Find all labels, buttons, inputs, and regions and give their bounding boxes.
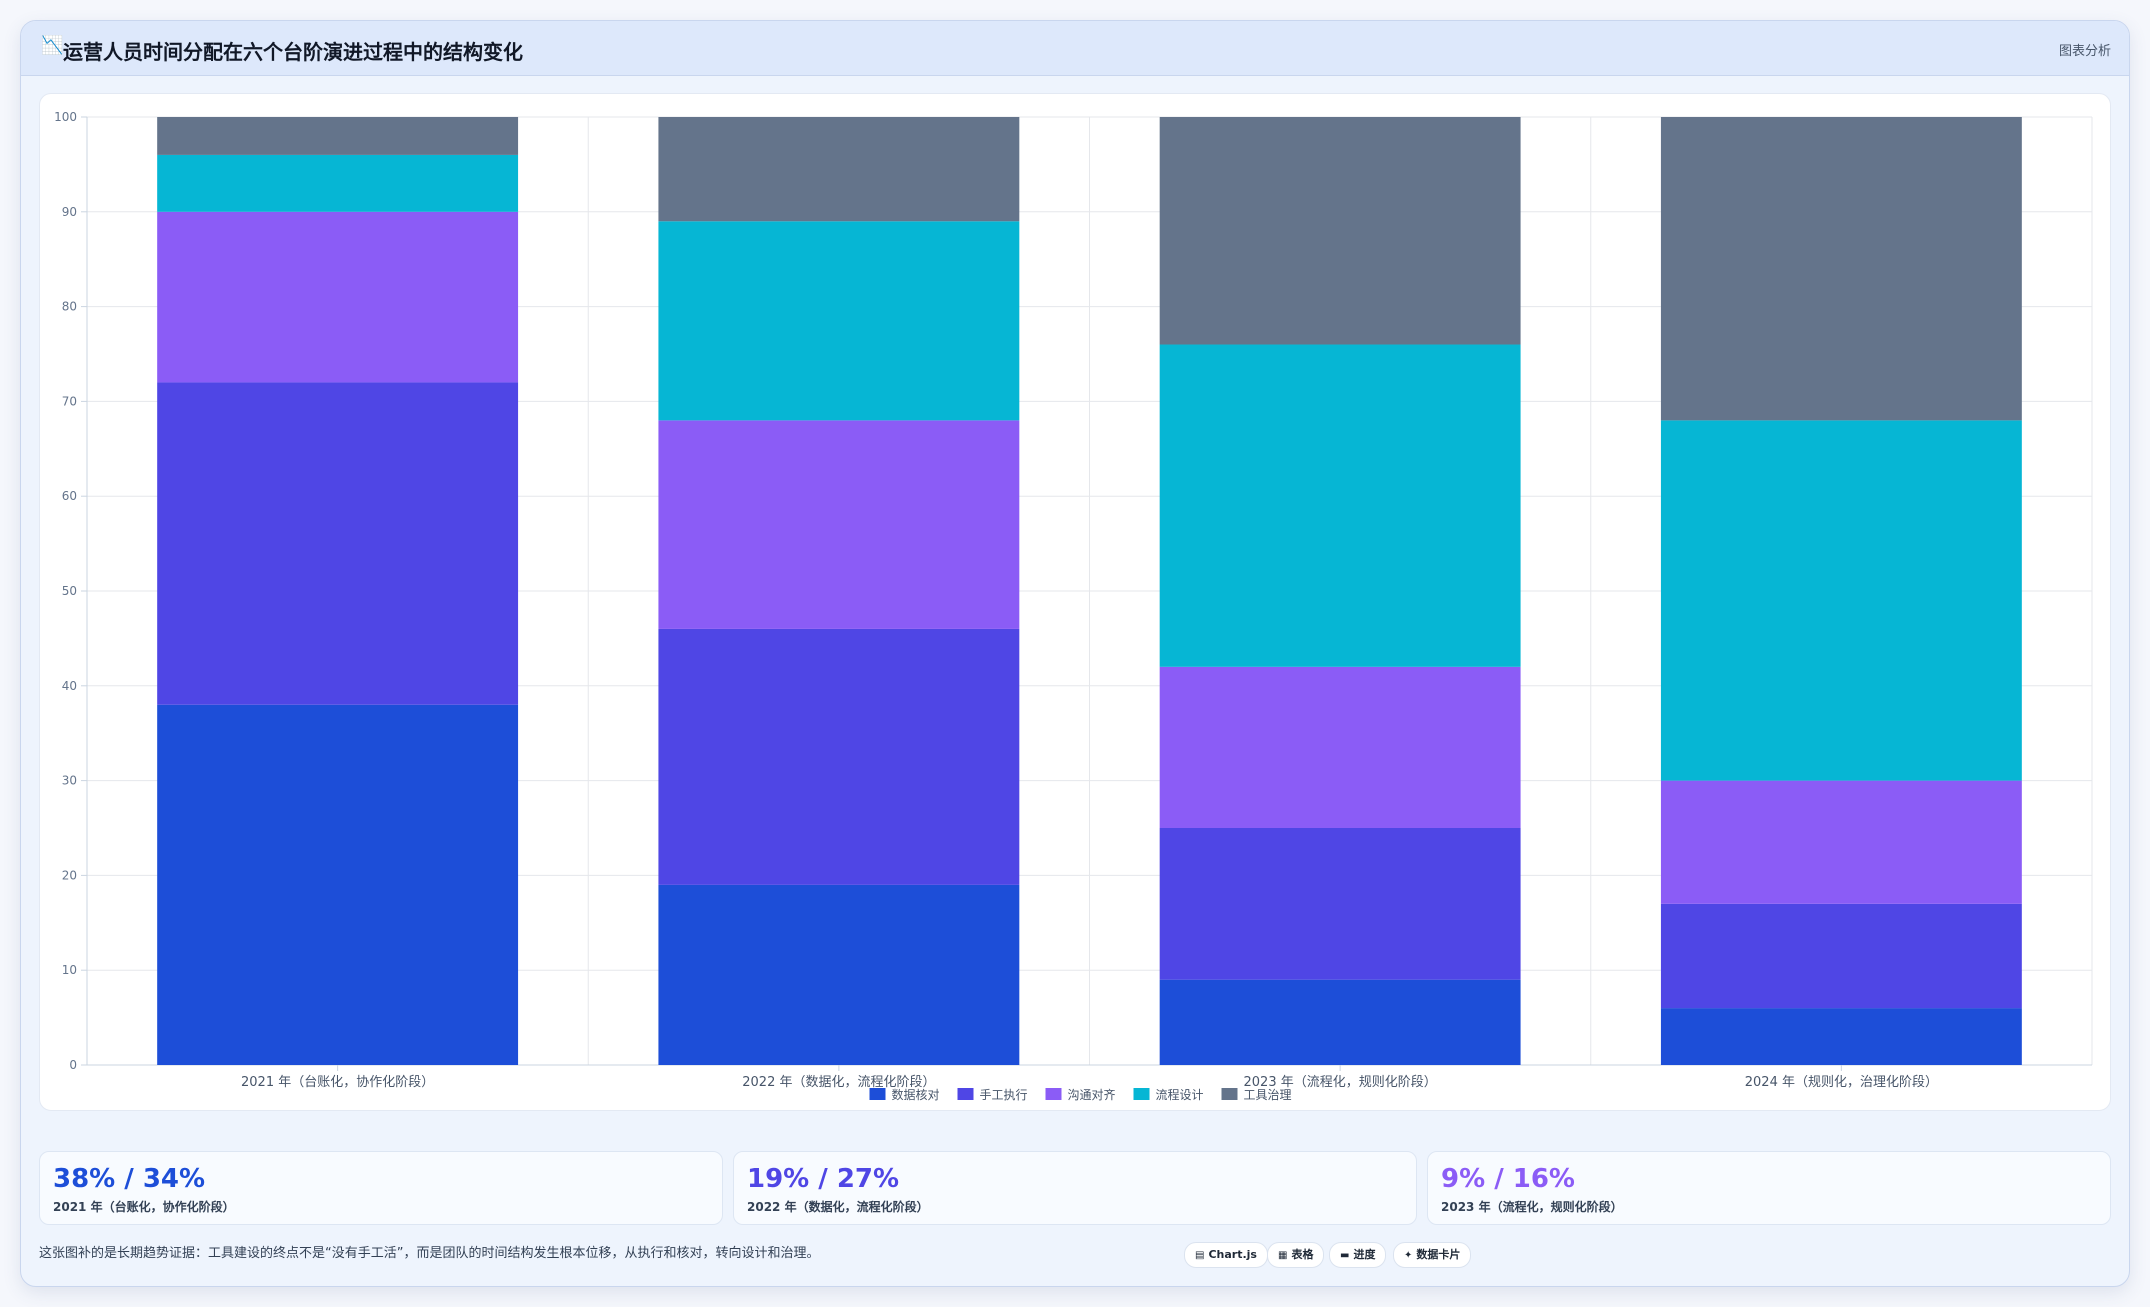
- table-pill[interactable]: ▦ 表格: [1267, 1242, 1325, 1268]
- stat-label: 2023 年（流程化，规则化阶段）: [1441, 1200, 1623, 1214]
- legend-label: 手工执行: [980, 1088, 1028, 1102]
- legend-label: 流程设计: [1156, 1087, 1204, 1102]
- stacked-bar-chart: 0 10 20 30 40 50 60 70 80 90 100 2021 年（台账化，协作化阶段） 2…: [54, 110, 2093, 1102]
- bar-segment: [1159, 344, 1521, 667]
- stat-label: 2022 年（数据化，流程化阶段）: [747, 1200, 929, 1214]
- bar-segment: [1660, 420, 2022, 781]
- bar-segment: [658, 117, 1020, 222]
- bar-segment: [1159, 666, 1521, 828]
- stat-card-2022: 19% / 27% 2022 年（数据化，流程化阶段）: [733, 1151, 1417, 1225]
- bar-segment: [1159, 117, 1521, 345]
- legend-label: 工具治理: [1244, 1088, 1292, 1102]
- sparkle-icon: ✦: [1404, 1250, 1413, 1261]
- bar-segment: [157, 704, 519, 1065]
- y-tick-label: 60: [62, 489, 77, 503]
- y-tick-label: 40: [62, 679, 77, 693]
- footer-note: 这张图补的是长期趋势证据：工具建设的终点不是“没有手工活”，而是团队的时间结构发…: [39, 1246, 820, 1261]
- chartjs-pill[interactable]: ▤ Chart.js: [1184, 1242, 1268, 1268]
- bar-segment: [157, 117, 519, 155]
- y-tick-label: 100: [54, 110, 77, 124]
- trend-icon: 📉: [41, 35, 64, 56]
- pill-label: Chart.js: [1208, 1248, 1257, 1261]
- legend-swatch: [1133, 1088, 1150, 1100]
- legend-label: 数据核对: [892, 1087, 940, 1102]
- bar-segment: [157, 154, 519, 212]
- progress-pill[interactable]: ▬ 进度: [1329, 1242, 1387, 1268]
- table-icon: ▦: [1278, 1250, 1288, 1261]
- x-tick-label: 2024 年（规则化，治理化阶段）: [1745, 1075, 1938, 1090]
- stat-value: 38% / 34%: [53, 1164, 206, 1194]
- pill-label: 数据卡片: [1416, 1248, 1461, 1261]
- bar-segment: [658, 221, 1020, 421]
- y-tick-label: 20: [62, 868, 77, 882]
- chart-card: 📉 运营人员时间分配在六个台阶演进过程中的结构变化 图表分析 0 10 20 30 40…: [20, 20, 2130, 1287]
- y-tick-label: 90: [62, 205, 77, 219]
- bar-segment: [1660, 1008, 2022, 1065]
- stat-label: 2021 年（台账化，协作化阶段）: [53, 1200, 235, 1214]
- bar-segment: [1660, 903, 2022, 1009]
- bar-segment: [1660, 117, 2022, 421]
- y-tick-label: 30: [62, 774, 77, 788]
- legend-swatch: [869, 1088, 886, 1100]
- data-card-pill[interactable]: ✦ 数据卡片: [1393, 1242, 1472, 1268]
- bar-segment: [658, 420, 1020, 629]
- stat-card-2023: 9% / 16% 2023 年（流程化，规则化阶段）: [1427, 1151, 2111, 1225]
- chart-analysis-link[interactable]: 图表分析: [2058, 44, 2111, 59]
- legend-label: 沟通对齐: [1068, 1087, 1116, 1102]
- chart-icon: ▤: [1195, 1250, 1205, 1261]
- x-tick-label: 2023 年（流程化，规则化阶段）: [1244, 1075, 1437, 1090]
- chart-title: 运营人员时间分配在六个台阶演进过程中的结构变化: [63, 40, 523, 64]
- x-tick-label: 2022 年（数据化，流程化阶段）: [742, 1075, 935, 1090]
- bar-segment: [157, 382, 519, 705]
- y-tick-label: 50: [62, 584, 77, 598]
- pill-label: 进度: [1353, 1248, 1376, 1261]
- legend-swatch: [957, 1088, 974, 1100]
- card-header: 📉 运营人员时间分配在六个台阶演进过程中的结构变化 图表分析: [21, 21, 2129, 76]
- x-tick-label: 2021 年（台账化，协作化阶段）: [241, 1075, 434, 1090]
- stat-value: 19% / 27%: [747, 1164, 900, 1194]
- bar-segment: [658, 628, 1020, 885]
- legend-swatch: [1221, 1088, 1238, 1100]
- bar-segment: [658, 884, 1020, 1065]
- stat-card-2021: 38% / 34% 2021 年（台账化，协作化阶段）: [39, 1151, 723, 1225]
- stat-value: 9% / 16%: [1441, 1164, 1575, 1194]
- bar-segment: [157, 211, 519, 383]
- bar-segment: [1660, 780, 2022, 904]
- bar-segment: [1159, 979, 1521, 1065]
- y-tick-label: 10: [62, 963, 77, 977]
- legend-swatch: [1045, 1088, 1062, 1100]
- y-tick-label: 0: [69, 1058, 77, 1072]
- pill-label: 表格: [1291, 1248, 1314, 1261]
- y-tick-label: 70: [62, 394, 77, 408]
- bar-segment: [1159, 828, 1521, 980]
- progress-icon: ▬: [1340, 1250, 1350, 1261]
- chart-panel: 0 10 20 30 40 50 60 70 80 90 100 2021 年（台账化，协作化阶段） 2…: [39, 93, 2111, 1111]
- y-tick-label: 80: [62, 300, 77, 314]
